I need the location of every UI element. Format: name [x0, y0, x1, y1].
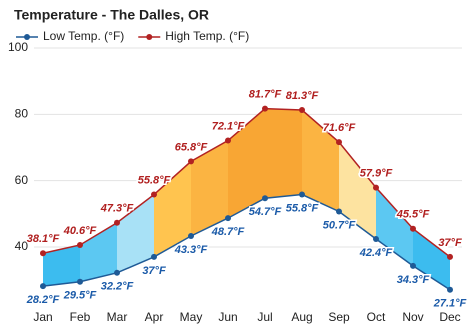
point [188, 233, 194, 240]
point [40, 250, 46, 257]
point [336, 208, 342, 215]
point [114, 219, 120, 226]
value-label: 81.7°F [249, 89, 282, 101]
y-tick-label: 60 [15, 173, 29, 187]
x-tick-label: Dec [439, 310, 460, 324]
value-label: 48.7°F [211, 226, 245, 238]
value-label: 72.1°F [212, 120, 245, 132]
value-label: 57.9°F [360, 168, 393, 180]
value-label: 42.4°F [359, 247, 393, 259]
value-label: 32.2°F [101, 281, 134, 293]
point [151, 191, 157, 198]
point [373, 235, 379, 242]
range-band [413, 228, 450, 290]
legend-label: Low Temp. (°F) [43, 29, 124, 43]
series-line [42, 107, 451, 258]
x-tick-label: Sep [328, 310, 350, 324]
value-label: 34.3°F [397, 274, 430, 286]
range-band [376, 187, 413, 266]
point [114, 269, 120, 276]
y-tick-label: 40 [15, 239, 29, 253]
point [262, 105, 268, 112]
x-tick-label: Mar [107, 310, 128, 324]
legend-label: High Temp. (°F) [165, 29, 249, 43]
value-label: 37°F [142, 265, 166, 277]
y-tick-label: 100 [8, 40, 28, 54]
value-label: 38.1°F [27, 233, 60, 245]
value-label: 71.6°F [323, 122, 356, 134]
point [262, 195, 268, 202]
x-tick-label: Jul [257, 310, 272, 324]
legend-marker [146, 34, 153, 40]
range-band [191, 140, 228, 237]
range-band [265, 108, 302, 199]
range-band [43, 244, 80, 287]
x-tick-label: Apr [145, 310, 164, 324]
value-label: 40.6°F [63, 225, 97, 237]
range-band [339, 142, 376, 239]
point [225, 215, 231, 222]
point [447, 253, 453, 260]
point [77, 241, 83, 248]
chart-title: Temperature - The Dalles, OR [14, 7, 209, 23]
point [188, 158, 194, 165]
value-label: 29.5°F [63, 290, 97, 302]
value-label: 55.8°F [138, 174, 171, 186]
point [151, 253, 157, 260]
point [299, 107, 305, 114]
x-tick-label: Jan [33, 310, 52, 324]
value-label: 45.5°F [396, 209, 430, 221]
point [40, 283, 46, 290]
series-line [42, 193, 451, 291]
value-label: 37°F [438, 237, 462, 249]
x-tick-label: Oct [367, 310, 386, 324]
value-label: 50.7°F [323, 219, 356, 231]
point [299, 191, 305, 198]
point [77, 278, 83, 285]
value-label: 81.3°F [286, 90, 319, 102]
range-band [117, 194, 154, 273]
point [410, 262, 416, 269]
x-tick-label: Jun [218, 310, 237, 324]
value-label: 55.8°F [286, 202, 319, 214]
value-label: 47.3°F [100, 203, 134, 215]
point [410, 225, 416, 232]
value-label: 27.1°F [433, 298, 467, 310]
x-tick-label: May [180, 310, 203, 324]
range-band [228, 108, 265, 219]
range-band [154, 161, 191, 257]
value-label: 28.2°F [26, 294, 60, 306]
point [447, 286, 453, 293]
value-label: 54.7°F [249, 206, 282, 218]
x-tick-label: Feb [70, 310, 91, 324]
point [336, 139, 342, 146]
range-band [80, 222, 117, 282]
value-label: 65.8°F [175, 141, 208, 153]
value-label: 43.3°F [174, 244, 208, 256]
x-tick-label: Aug [291, 310, 312, 324]
point [373, 184, 379, 191]
x-tick-label: Nov [402, 310, 423, 324]
y-tick-label: 80 [15, 106, 29, 120]
range-band [302, 110, 339, 212]
point [225, 137, 231, 144]
legend-marker [24, 34, 30, 40]
